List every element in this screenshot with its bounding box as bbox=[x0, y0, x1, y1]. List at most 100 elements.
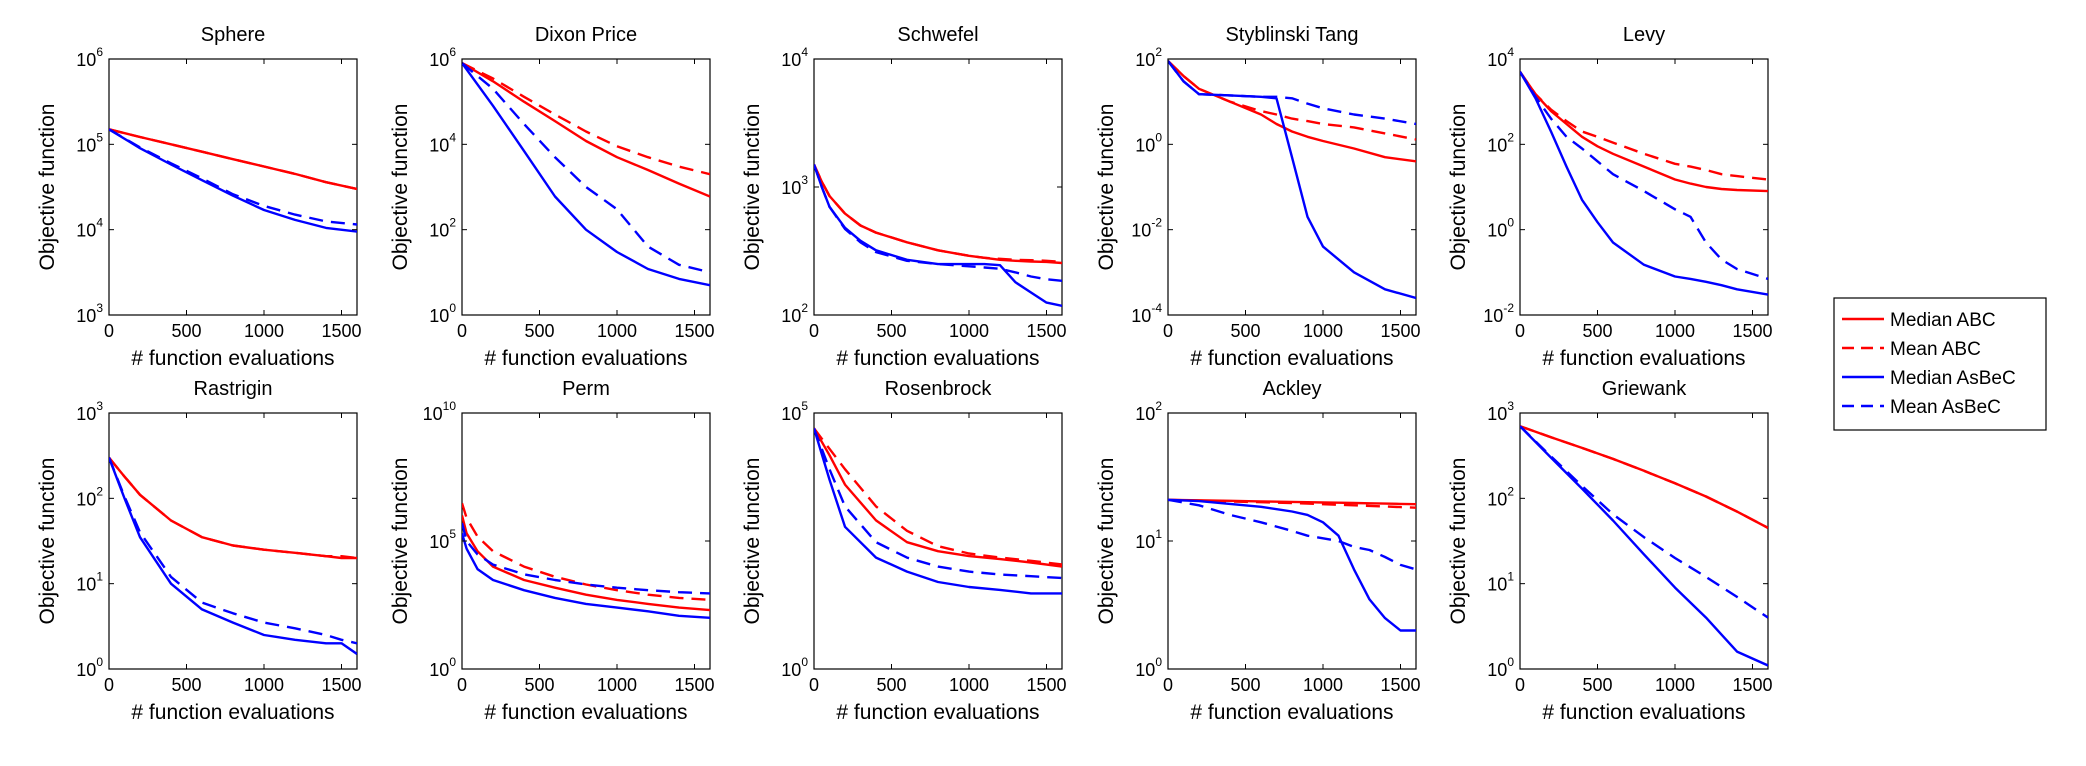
x-tick-label: 0 bbox=[1515, 321, 1525, 341]
series-group bbox=[814, 164, 1062, 307]
x-tick-label: 0 bbox=[1163, 321, 1173, 341]
x-tick-label: 1000 bbox=[597, 675, 637, 695]
subplot-schwefel: 0 500 1000 1500 102 103 104 Schwefel # function … bbox=[741, 24, 1067, 370]
y-tick-label: 100 bbox=[781, 655, 808, 680]
x-axis-label: # function evaluations bbox=[131, 347, 334, 370]
series-line-median-asbec bbox=[462, 532, 710, 619]
series-line-median-asbec bbox=[462, 62, 710, 287]
subplot-levy: 0 500 1000 1500 10-2 100 102 104 Levy # function … bbox=[1447, 24, 1773, 370]
x-tick-label: 0 bbox=[809, 675, 819, 695]
x-tick-label: 0 bbox=[457, 321, 467, 341]
x-tick-label: 1500 bbox=[321, 321, 361, 341]
subplot-title: Levy bbox=[1623, 24, 1665, 46]
y-axis-label: Objective function bbox=[389, 104, 412, 271]
y-tick-label: 101 bbox=[76, 570, 103, 595]
subplot-styblinski-tang: 0 500 1000 1500 10-4 10-2 100 102 Styblinski Tan… bbox=[1095, 24, 1421, 370]
x-tick-label: 1000 bbox=[949, 675, 989, 695]
series-line-median-asbec bbox=[1168, 60, 1416, 300]
y-tick-label: 102 bbox=[1487, 484, 1514, 509]
axes-frame bbox=[1519, 58, 1769, 316]
y-axis-label: Objective function bbox=[1447, 458, 1470, 625]
series-line-mean-abc bbox=[109, 456, 357, 560]
series-line-mean-abc bbox=[1168, 498, 1416, 509]
axes-frame bbox=[461, 412, 711, 670]
x-tick-label: 500 bbox=[524, 321, 554, 341]
y-tick-label: 103 bbox=[76, 399, 103, 424]
subplot-title: Rosenbrock bbox=[885, 378, 993, 400]
x-tick-label: 1500 bbox=[321, 675, 361, 695]
y-tick-label: 10-4 bbox=[1131, 301, 1162, 326]
x-tick-label: 1500 bbox=[1732, 321, 1772, 341]
x-axis-label: # function evaluations bbox=[836, 701, 1039, 724]
x-axis-label: # function evaluations bbox=[1542, 347, 1745, 370]
series-line-mean-asbec bbox=[462, 522, 710, 595]
y-tick-label: 102 bbox=[76, 484, 103, 509]
legend-label: Median AsBeC bbox=[1890, 368, 2016, 389]
y-tick-label: 104 bbox=[429, 130, 456, 155]
x-tick-label: 0 bbox=[457, 675, 467, 695]
series-line-mean-asbec bbox=[1520, 425, 1768, 619]
x-tick-label: 0 bbox=[104, 321, 114, 341]
subplot-title: Schwefel bbox=[897, 24, 978, 46]
x-tick-label: 500 bbox=[171, 675, 201, 695]
series-line-mean-asbec bbox=[1520, 71, 1768, 281]
series-line-median-abc bbox=[462, 62, 710, 198]
series-line-mean-asbec bbox=[814, 164, 1062, 282]
y-tick-label: 105 bbox=[76, 130, 103, 155]
y-tick-label: 102 bbox=[781, 301, 808, 326]
series-line-mean-asbec bbox=[109, 128, 357, 226]
series-line-mean-asbec bbox=[1168, 60, 1416, 126]
y-tick-label: 103 bbox=[1487, 399, 1514, 424]
y-tick-label: 104 bbox=[76, 216, 103, 241]
series-line-mean-abc bbox=[1520, 425, 1768, 529]
series-line-median-abc bbox=[1520, 71, 1768, 193]
y-axis-label: Objective function bbox=[1447, 104, 1470, 271]
y-tick-label: 10-2 bbox=[1483, 301, 1514, 326]
series-group bbox=[1520, 425, 1768, 667]
x-tick-label: 1000 bbox=[244, 675, 284, 695]
x-axis-label: # function evaluations bbox=[1542, 701, 1745, 724]
x-tick-label: 500 bbox=[524, 675, 554, 695]
legend-label: Mean AsBeC bbox=[1890, 397, 2001, 418]
series-line-median-asbec bbox=[1520, 425, 1768, 667]
series-line-median-abc bbox=[814, 427, 1062, 568]
x-tick-label: 500 bbox=[876, 321, 906, 341]
subplot-perm: 0 500 1000 1500 100 105 1010 Perm # function eva… bbox=[389, 378, 715, 724]
series-line-mean-asbec bbox=[109, 457, 357, 645]
subplot-title: Sphere bbox=[201, 24, 266, 46]
x-tick-label: 1000 bbox=[597, 321, 637, 341]
y-axis-label: Objective function bbox=[36, 104, 59, 271]
y-tick-label: 100 bbox=[1487, 655, 1514, 680]
x-axis-label: # function evaluations bbox=[484, 347, 687, 370]
y-tick-label: 106 bbox=[76, 45, 103, 70]
y-tick-label: 102 bbox=[1487, 130, 1514, 155]
x-tick-label: 1500 bbox=[1026, 675, 1066, 695]
y-tick-label: 105 bbox=[781, 399, 808, 424]
x-tick-label: 1500 bbox=[674, 321, 714, 341]
y-tick-label: 100 bbox=[429, 655, 456, 680]
axes-frame bbox=[1519, 412, 1769, 670]
y-tick-label: 10-2 bbox=[1131, 216, 1162, 241]
y-axis-label: Objective function bbox=[741, 104, 764, 271]
y-tick-label: 102 bbox=[1135, 399, 1162, 424]
x-tick-label: 500 bbox=[171, 321, 201, 341]
series-line-median-asbec bbox=[109, 457, 357, 655]
axes-frame bbox=[1167, 412, 1417, 670]
series-group bbox=[1520, 71, 1768, 296]
series-line-mean-asbec bbox=[462, 62, 710, 274]
y-tick-label: 100 bbox=[1135, 655, 1162, 680]
series-line-mean-abc bbox=[1520, 71, 1768, 181]
subplot-title: Griewank bbox=[1602, 378, 1687, 400]
x-tick-label: 1000 bbox=[1655, 675, 1695, 695]
y-tick-label: 100 bbox=[429, 301, 456, 326]
series-line-mean-abc bbox=[814, 427, 1062, 566]
x-tick-label: 1500 bbox=[1380, 675, 1420, 695]
series-group bbox=[814, 427, 1062, 595]
y-axis-label: Objective function bbox=[1095, 458, 1118, 625]
axes-frame bbox=[108, 412, 358, 670]
x-tick-label: 0 bbox=[1163, 675, 1173, 695]
axes-frame bbox=[1167, 58, 1417, 316]
x-tick-label: 1000 bbox=[1303, 675, 1343, 695]
x-tick-label: 500 bbox=[1582, 675, 1612, 695]
